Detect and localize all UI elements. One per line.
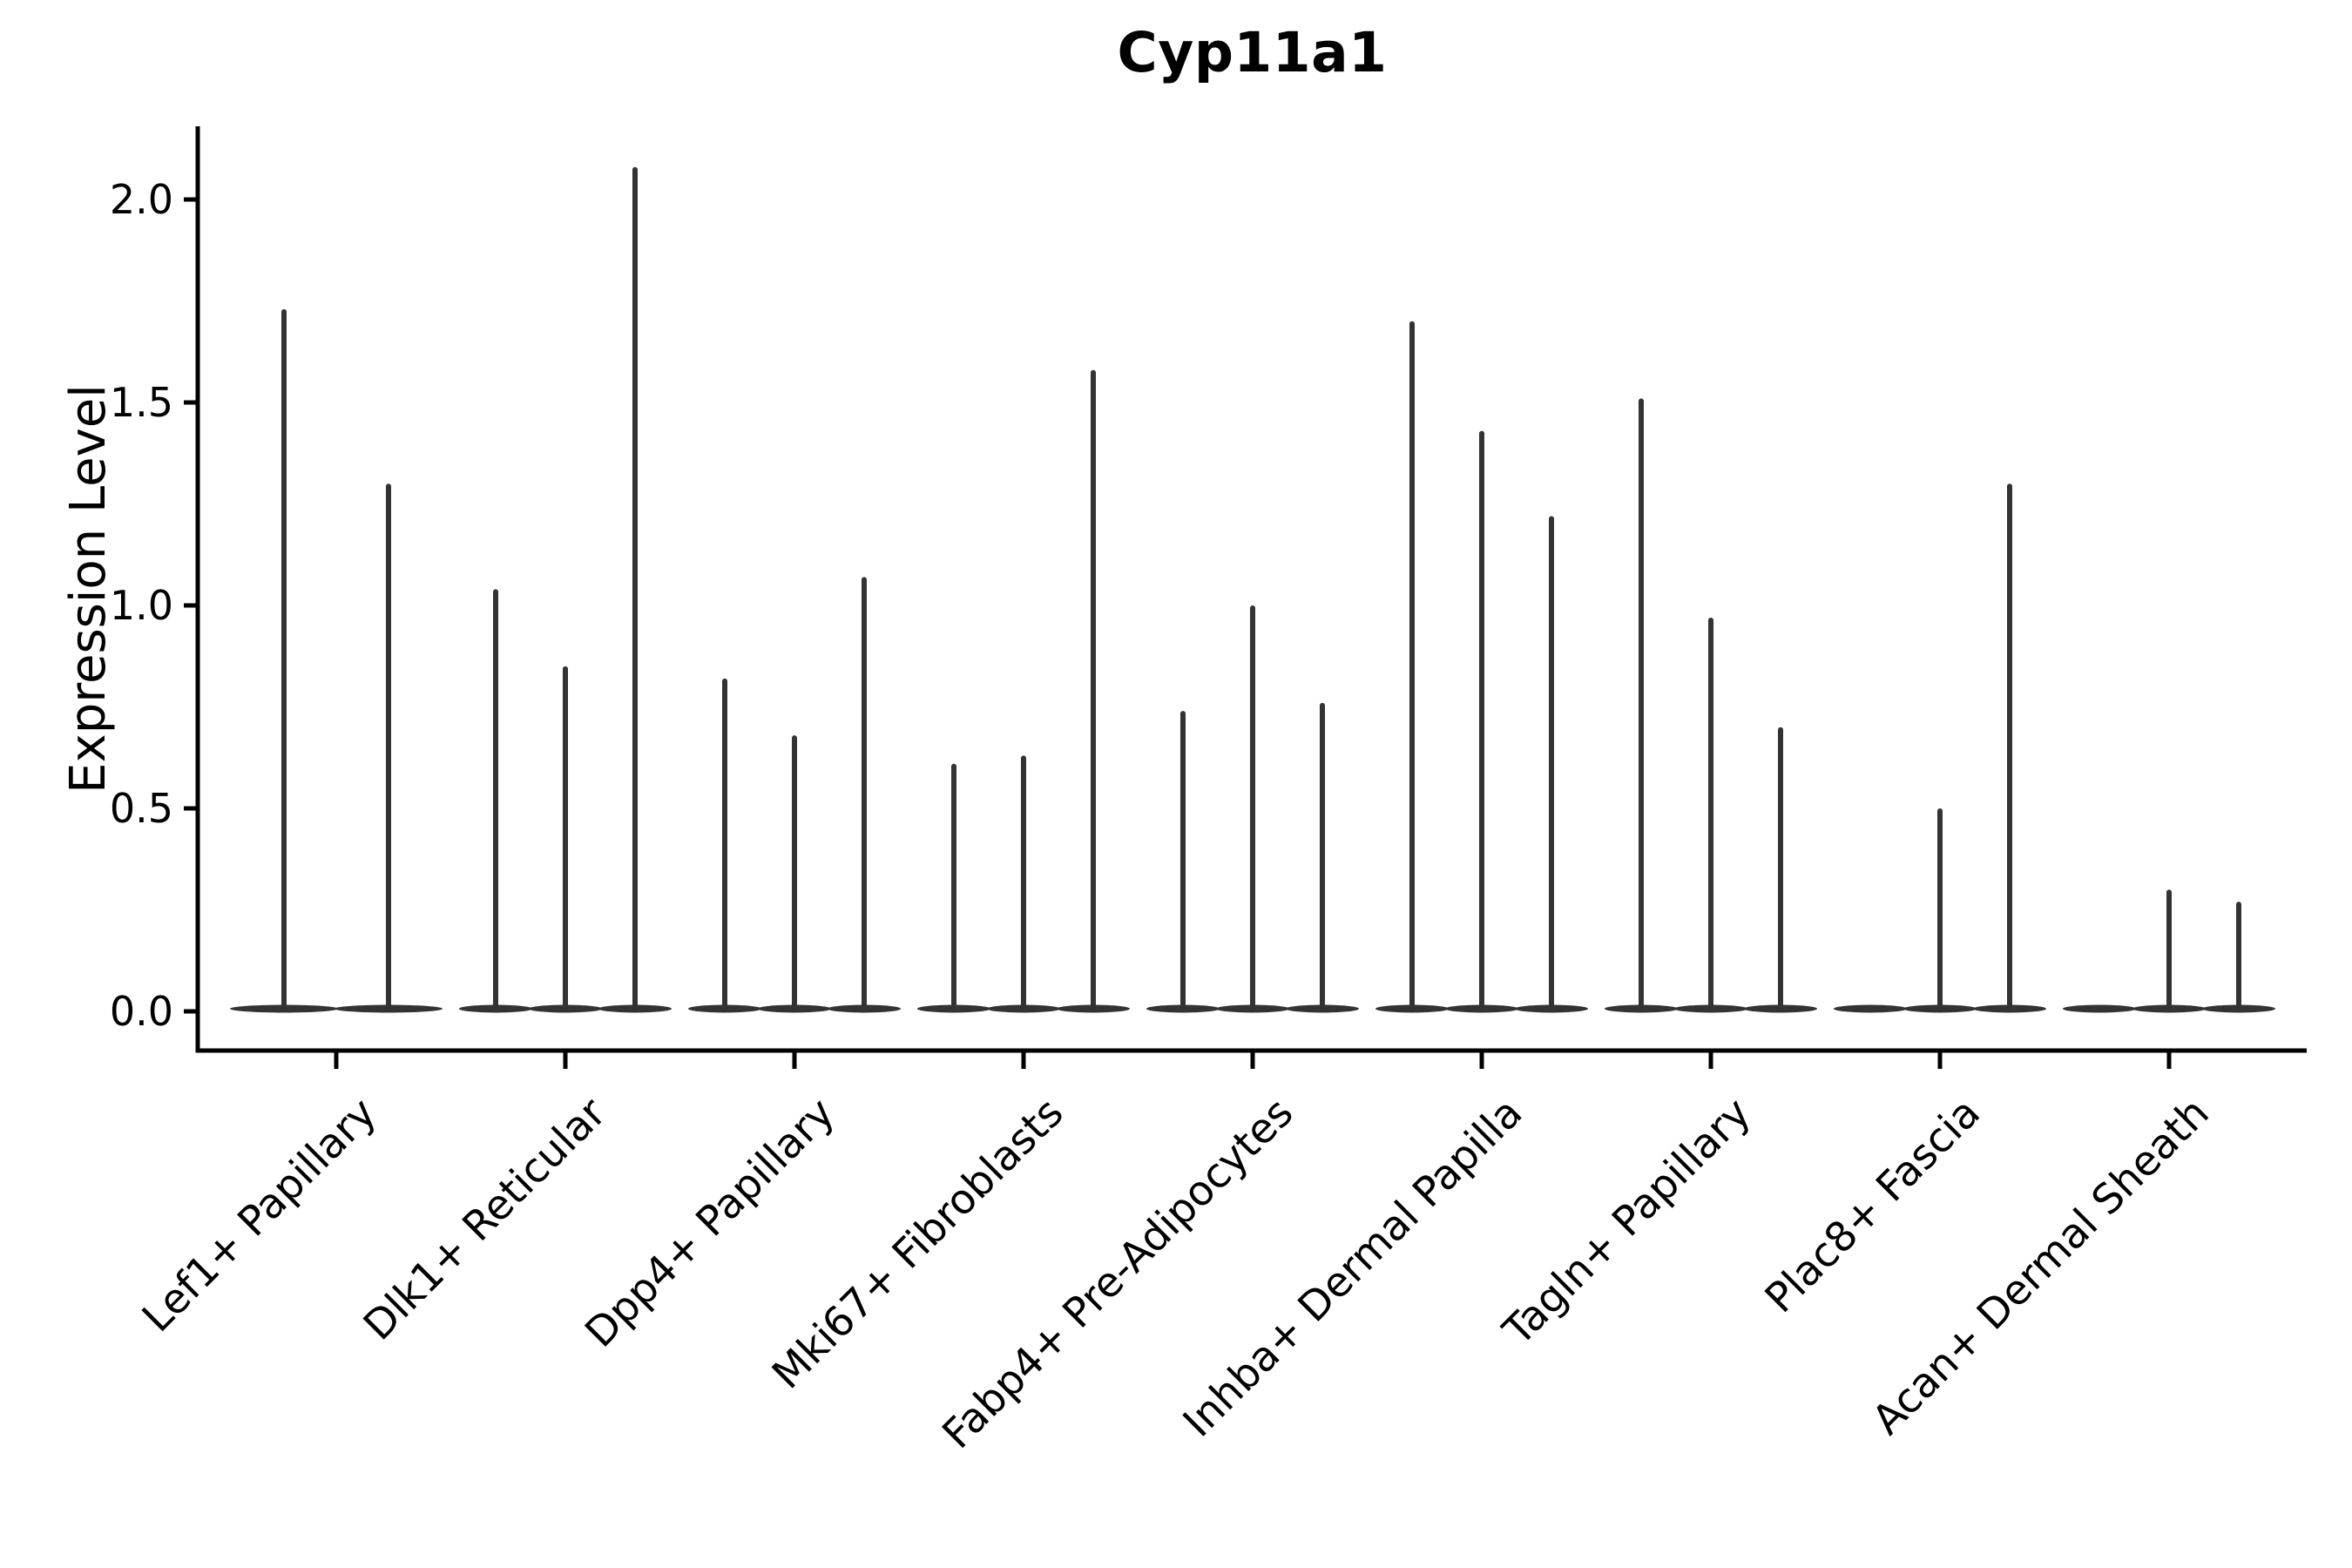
- violin-spike: [1250, 605, 1255, 1010]
- chart-title: Cyp11a1: [1117, 21, 1388, 84]
- violin-spike: [563, 666, 568, 1010]
- violin-base: [2063, 1004, 2136, 1013]
- violin-spike: [1091, 369, 1096, 1011]
- violin-spike: [1479, 430, 1484, 1010]
- violin-spike: [632, 166, 638, 1011]
- violin-spike: [722, 678, 727, 1010]
- violin-spike: [862, 577, 867, 1010]
- violin-base: [1834, 1004, 1907, 1013]
- y-tick-label: 2.0: [110, 176, 173, 223]
- y-tick-label: 1.0: [110, 582, 173, 629]
- violin-spike: [792, 735, 797, 1010]
- violin-spike: [1937, 808, 1943, 1010]
- y-tick-label: 1.5: [110, 379, 173, 426]
- violin-spike: [1549, 516, 1554, 1010]
- violin-spike: [2007, 483, 2012, 1010]
- violin-spike: [1409, 321, 1415, 1010]
- violin-spike: [386, 483, 391, 1010]
- violin-spike: [1180, 711, 1186, 1010]
- y-tick-label: 0.0: [110, 988, 173, 1035]
- y-tick-label: 0.5: [110, 785, 173, 832]
- violin-spike: [1021, 755, 1026, 1010]
- violin-spike: [2236, 902, 2241, 1010]
- violin-spike: [2166, 889, 2172, 1010]
- violin-spike: [281, 308, 287, 1010]
- violin-spike: [1320, 702, 1325, 1010]
- violin-spike: [1778, 727, 1783, 1010]
- violin-spike: [951, 763, 956, 1010]
- violin-spike: [1708, 617, 1713, 1010]
- violin-spike: [493, 589, 498, 1010]
- violin-spike: [1639, 398, 1644, 1011]
